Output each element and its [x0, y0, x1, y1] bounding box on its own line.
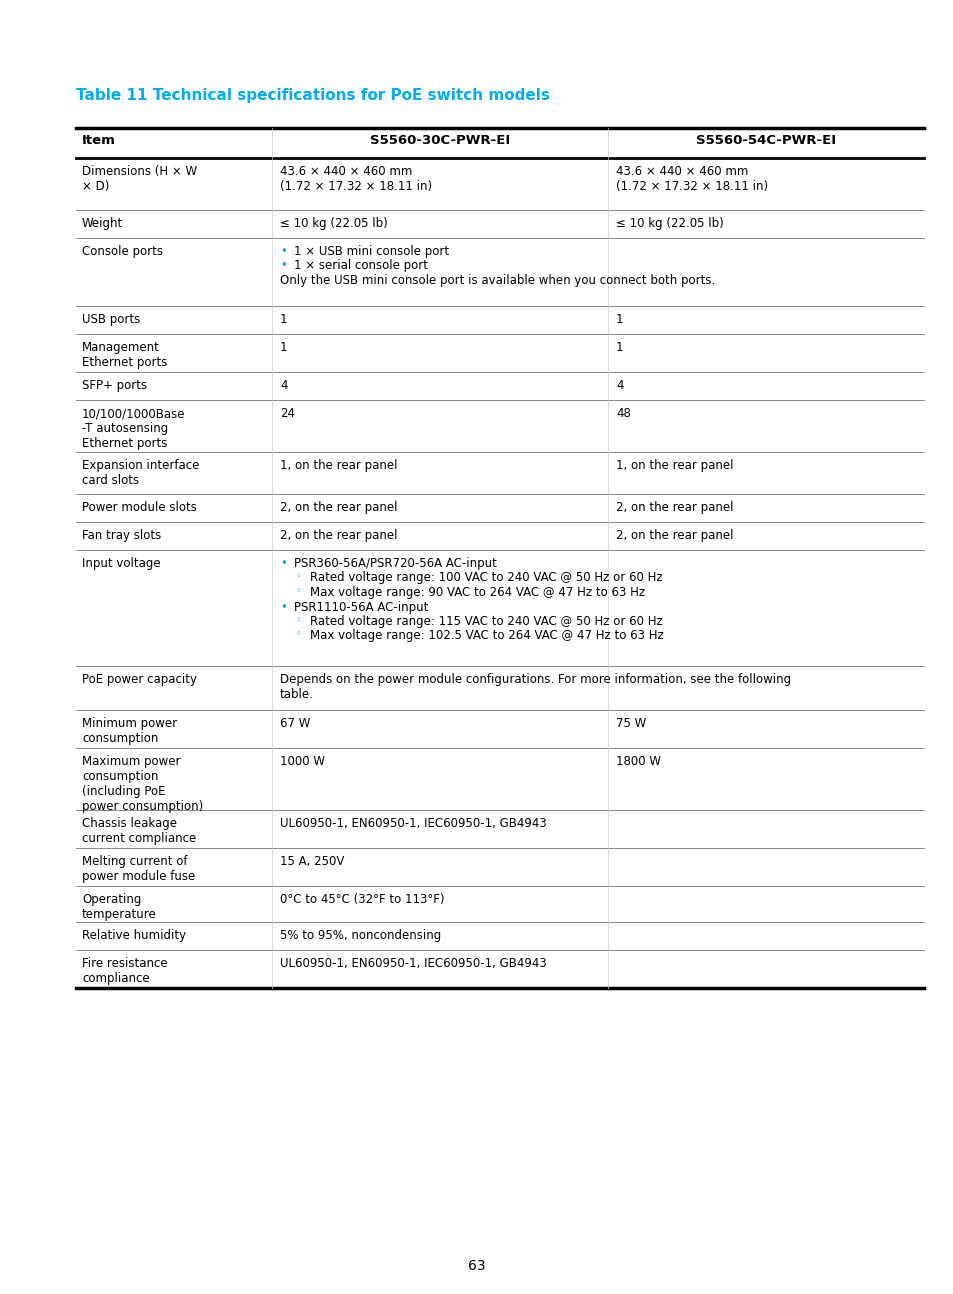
Text: ◦: ◦ [295, 586, 301, 597]
Text: S5560-54C-PWR-EI: S5560-54C-PWR-EI [695, 135, 835, 148]
Text: 2, on the rear panel: 2, on the rear panel [280, 529, 397, 542]
Text: PoE power capacity: PoE power capacity [82, 673, 196, 686]
Text: UL60950-1, EN60950-1, IEC60950-1, GB4943: UL60950-1, EN60950-1, IEC60950-1, GB4943 [280, 958, 546, 970]
Text: 1 × USB mini console port: 1 × USB mini console port [294, 245, 449, 258]
Text: UL60950-1, EN60950-1, IEC60950-1, GB4943: UL60950-1, EN60950-1, IEC60950-1, GB4943 [280, 817, 546, 829]
Text: 0°C to 45°C (32°F to 113°F): 0°C to 45°C (32°F to 113°F) [280, 893, 444, 906]
Text: PSR360-56A/PSR720-56A AC-input: PSR360-56A/PSR720-56A AC-input [294, 556, 497, 569]
Text: 1, on the rear panel: 1, on the rear panel [616, 459, 733, 472]
Text: 67 W: 67 W [280, 717, 310, 730]
Text: Relative humidity: Relative humidity [82, 929, 186, 942]
Text: Table 11 Technical specifications for PoE switch models: Table 11 Technical specifications for Po… [76, 88, 549, 104]
Text: 1000 W: 1000 W [280, 754, 325, 769]
Text: 48: 48 [616, 408, 630, 421]
Text: Power module slots: Power module slots [82, 501, 196, 514]
Text: 4: 4 [280, 379, 287, 392]
Text: 2, on the rear panel: 2, on the rear panel [616, 501, 733, 514]
Text: ≤ 10 kg (22.05 lb): ≤ 10 kg (22.05 lb) [280, 217, 387, 230]
Text: Maximum power
consumption
(including PoE
power consumption): Maximum power consumption (including PoE… [82, 754, 203, 813]
Text: 5% to 95%, noncondensing: 5% to 95%, noncondensing [280, 929, 441, 942]
Text: Chassis leakage
current compliance: Chassis leakage current compliance [82, 817, 196, 845]
Text: Item: Item [82, 135, 115, 148]
Text: Expansion interface
card slots: Expansion interface card slots [82, 459, 199, 487]
Text: Only the USB mini console port is available when you connect both ports.: Only the USB mini console port is availa… [280, 274, 715, 287]
Text: Melting current of
power module fuse: Melting current of power module fuse [82, 855, 195, 883]
Text: S5560-30C-PWR-EI: S5560-30C-PWR-EI [370, 135, 510, 148]
Text: 10/100/1000Base
-T autosensing
Ethernet ports: 10/100/1000Base -T autosensing Ethernet … [82, 408, 185, 450]
Text: Minimum power
consumption: Minimum power consumption [82, 717, 177, 745]
Text: 4: 4 [616, 379, 623, 392]
Text: Max voltage range: 102.5 VAC to 264 VAC @ 47 Hz to 63 Hz: Max voltage range: 102.5 VAC to 264 VAC … [310, 629, 663, 643]
Text: •: • [280, 245, 287, 258]
Text: Rated voltage range: 115 VAC to 240 VAC @ 50 Hz or 60 Hz: Rated voltage range: 115 VAC to 240 VAC … [310, 615, 662, 628]
Text: Fire resistance
compliance: Fire resistance compliance [82, 958, 168, 985]
Text: ◦: ◦ [295, 572, 301, 581]
Text: 1: 1 [616, 342, 623, 355]
Text: 15 A, 250V: 15 A, 250V [280, 855, 344, 868]
Text: Rated voltage range: 100 VAC to 240 VAC @ 50 Hz or 60 Hz: Rated voltage range: 100 VAC to 240 VAC … [310, 572, 662, 585]
Text: 63: 63 [468, 1259, 485, 1273]
Text: Management
Ethernet ports: Management Ethernet ports [82, 342, 167, 369]
Text: Max voltage range: 90 VAC to 264 VAC @ 47 Hz to 63 Hz: Max voltage range: 90 VAC to 264 VAC @ 4… [310, 586, 644, 599]
Text: ◦: ◦ [295, 615, 301, 625]
Text: •: • [280, 260, 287, 273]
Text: •: • [280, 600, 287, 613]
Text: 43.6 × 440 × 460 mm
(1.72 × 17.32 × 18.11 in): 43.6 × 440 × 460 mm (1.72 × 17.32 × 18.1… [616, 166, 767, 193]
Text: ◦: ◦ [295, 629, 301, 639]
Text: Input voltage: Input voltage [82, 556, 160, 569]
Text: PSR1110-56A AC-input: PSR1110-56A AC-input [294, 600, 428, 613]
Text: ≤ 10 kg (22.05 lb): ≤ 10 kg (22.05 lb) [616, 217, 723, 230]
Text: 2, on the rear panel: 2, on the rear panel [616, 529, 733, 542]
Text: 24: 24 [280, 408, 294, 421]
Text: •: • [280, 556, 287, 569]
Text: USB ports: USB ports [82, 313, 140, 326]
Text: SFP+ ports: SFP+ ports [82, 379, 147, 392]
Text: Fan tray slots: Fan tray slots [82, 529, 161, 542]
Text: 1 × serial console port: 1 × serial console port [294, 260, 428, 273]
Text: 1, on the rear panel: 1, on the rear panel [280, 459, 397, 472]
Text: Weight: Weight [82, 217, 123, 230]
Text: Operating
temperature: Operating temperature [82, 893, 156, 921]
Text: 1: 1 [280, 313, 287, 326]
Text: Dimensions (H × W
× D): Dimensions (H × W × D) [82, 166, 197, 193]
Text: 75 W: 75 W [616, 717, 645, 730]
Text: 1800 W: 1800 W [616, 754, 660, 769]
Text: Depends on the power module configurations. For more information, see the follow: Depends on the power module configuratio… [280, 673, 790, 701]
Text: 1: 1 [280, 342, 287, 355]
Text: 43.6 × 440 × 460 mm
(1.72 × 17.32 × 18.11 in): 43.6 × 440 × 460 mm (1.72 × 17.32 × 18.1… [280, 166, 432, 193]
Text: 1: 1 [616, 313, 623, 326]
Text: 2, on the rear panel: 2, on the rear panel [280, 501, 397, 514]
Text: Console ports: Console ports [82, 245, 163, 258]
